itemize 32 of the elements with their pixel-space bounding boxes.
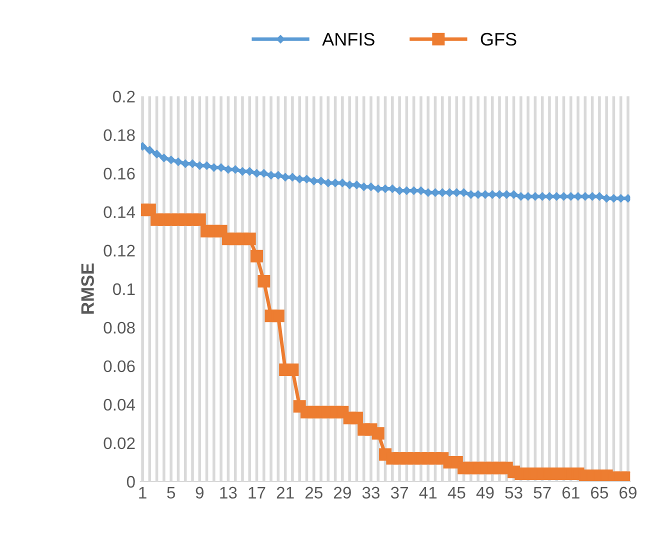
x-tick-label: 5	[167, 486, 176, 499]
y-tick-label: 0.02	[104, 437, 135, 450]
x-tick-label: 37	[390, 486, 408, 499]
y-tick-label: 0.08	[104, 322, 135, 334]
x-tick-label: 1	[139, 486, 146, 498]
y-tick-label: 0.14	[104, 206, 136, 218]
x-tick-label: 21	[276, 486, 294, 498]
x-tick-label: 49	[476, 486, 494, 499]
x-tick-label: 61	[562, 486, 580, 499]
y-tick-label: 0.12	[104, 244, 135, 257]
y-axis-title: RMSE	[81, 264, 94, 314]
x-tick-label: 45	[448, 486, 466, 499]
y-tick-label: 0.18	[104, 129, 135, 142]
x-tick-label: 29	[334, 486, 351, 499]
x-tick-label: 33	[362, 486, 380, 499]
y-tick-label: 0.06	[104, 360, 135, 372]
y-tick-label: 0	[126, 476, 135, 488]
x-tick-label: 25	[305, 486, 322, 499]
x-tick-label: 13	[220, 486, 237, 499]
x-tick-label: 57	[534, 486, 551, 499]
legend-label: GFS	[480, 32, 516, 46]
x-tick-label: 53	[505, 486, 522, 499]
y-tick-label: 0.1	[113, 283, 135, 296]
y-tick-label: 0.16	[104, 168, 135, 180]
x-tick-label: 9	[196, 486, 204, 499]
legend-label: ANFIS	[322, 32, 374, 46]
x-tick-label: 65	[591, 486, 608, 499]
y-tick-label: 0.2	[113, 90, 135, 103]
x-tick-label: 41	[419, 486, 437, 498]
x-tick-label: 69	[620, 486, 636, 499]
x-tick-label: 17	[248, 486, 266, 498]
y-tick-label: 0.04	[104, 398, 136, 411]
